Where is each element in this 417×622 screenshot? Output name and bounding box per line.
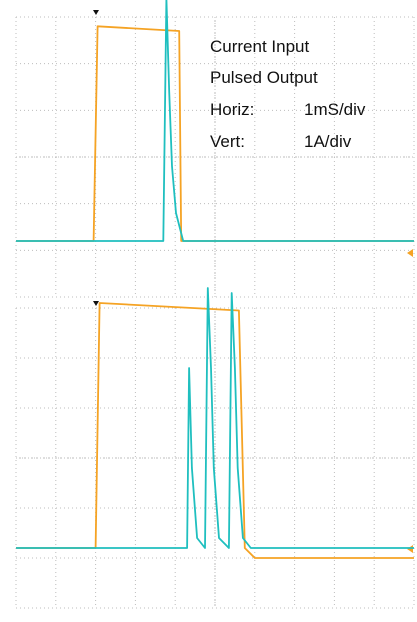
legend-vert-value: 1A/div — [304, 132, 352, 151]
bottom-scope-panel — [15, 287, 415, 609]
top-scope-panel — [15, 0, 415, 298]
legend-horiz-label: Horiz: — [210, 100, 255, 119]
legend-current-input: Current Input — [210, 37, 310, 56]
scope-grid — [15, 307, 415, 609]
ground-marker-icon — [407, 249, 413, 257]
ground-marker-icon — [407, 545, 413, 553]
legend-horiz-value: 1mS/div — [304, 100, 366, 119]
pulsed-output-trace — [16, 0, 414, 242]
legend-pulsed-output: Pulsed Output — [210, 68, 318, 87]
pulsed-output-trace — [16, 287, 414, 549]
trigger-marker-icon — [93, 10, 99, 15]
trigger-marker-icon — [93, 301, 99, 306]
legend: Current Input Pulsed Output Horiz: 1mS/d… — [0, 0, 417, 200]
legend-vert-label: Vert: — [210, 132, 245, 151]
